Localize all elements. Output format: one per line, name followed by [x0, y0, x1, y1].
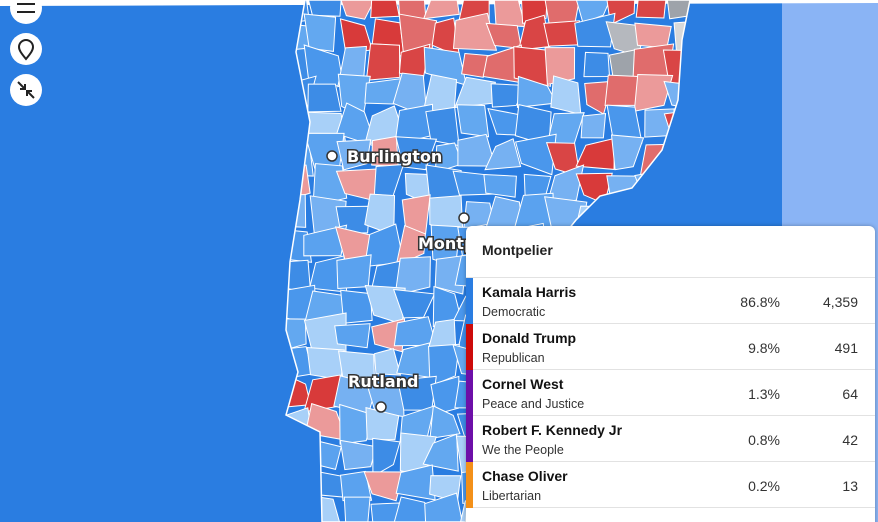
- town[interactable]: [303, 224, 348, 257]
- candidate-name: Robert F. Kennedy Jr: [482, 422, 623, 438]
- town[interactable]: [456, 104, 490, 138]
- town[interactable]: [339, 470, 373, 502]
- vote-count: 4,359: [822, 294, 858, 310]
- party-name: Democratic: [482, 305, 546, 319]
- town[interactable]: [664, 0, 701, 20]
- city-marker: [458, 212, 470, 224]
- town[interactable]: [580, 113, 607, 139]
- filter-icon: [17, 3, 35, 13]
- town[interactable]: [574, 12, 616, 48]
- town[interactable]: [484, 138, 522, 171]
- town[interactable]: [395, 136, 438, 171]
- city-marker: [326, 150, 338, 162]
- party-name: We the People: [482, 443, 564, 457]
- town[interactable]: [395, 224, 426, 267]
- town[interactable]: [610, 134, 645, 171]
- collapse-icon: [17, 81, 35, 99]
- town[interactable]: [604, 74, 639, 106]
- results: Kamala Harris Democratic 86.8% 4,359 Donald …: [466, 278, 875, 508]
- town[interactable]: [372, 437, 401, 478]
- town[interactable]: [274, 318, 307, 353]
- party-color: [466, 370, 473, 416]
- party-name: Libertarian: [482, 489, 542, 503]
- town[interactable]: [365, 43, 401, 81]
- vote-count: 64: [842, 386, 858, 402]
- candidate-row: Robert F. Kennedy Jr We the People 0.8% 42: [466, 416, 875, 462]
- town[interactable]: [424, 492, 466, 522]
- candidate-name: Kamala Harris: [482, 284, 577, 300]
- town[interactable]: [520, 0, 549, 24]
- city-marker: [375, 401, 387, 413]
- party-color: [466, 462, 473, 508]
- town[interactable]: [307, 83, 342, 113]
- town[interactable]: [334, 0, 377, 20]
- candidate-row: Cornel West Peace and Justice 1.3% 64: [466, 370, 875, 416]
- vote-percent: 0.8%: [748, 432, 780, 448]
- town[interactable]: [392, 496, 434, 522]
- vote-percent: 9.8%: [748, 340, 780, 356]
- vote-percent: 1.3%: [748, 386, 780, 402]
- party-color: [466, 416, 473, 462]
- collapse-button[interactable]: [10, 74, 42, 106]
- town[interactable]: [422, 0, 460, 20]
- town[interactable]: [336, 139, 372, 171]
- town[interactable]: [575, 137, 616, 170]
- town[interactable]: [544, 47, 576, 86]
- town[interactable]: [452, 12, 498, 51]
- party-color: [466, 278, 473, 324]
- city-label: Burlington: [347, 147, 442, 166]
- town[interactable]: [306, 0, 343, 17]
- town[interactable]: [513, 46, 551, 87]
- town[interactable]: [635, 0, 668, 19]
- candidate-row: Donald Trump Republican 9.8% 491: [466, 324, 875, 370]
- town[interactable]: [373, 348, 402, 376]
- city-label: Rutland: [348, 372, 418, 391]
- town[interactable]: [303, 13, 337, 52]
- candidate-name: Chase Oliver: [482, 468, 568, 484]
- town[interactable]: [583, 51, 611, 78]
- town[interactable]: [339, 403, 374, 445]
- locate-icon: [17, 39, 35, 61]
- vote-count: 13: [842, 478, 858, 494]
- town[interactable]: [339, 439, 377, 471]
- town[interactable]: [343, 496, 371, 522]
- town[interactable]: [365, 406, 400, 441]
- town[interactable]: [633, 73, 674, 112]
- town[interactable]: [370, 0, 400, 19]
- party-name: Republican: [482, 351, 545, 365]
- vote-percent: 86.8%: [740, 294, 780, 310]
- vote-count: 42: [842, 432, 858, 448]
- tooltip: Montpelier Kamala Harris Democratic 86.8% 4…: [466, 226, 875, 522]
- town[interactable]: [461, 52, 492, 78]
- party-name: Peace and Justice: [482, 397, 585, 411]
- town[interactable]: [428, 343, 460, 387]
- town[interactable]: [514, 133, 557, 176]
- town[interactable]: [340, 289, 373, 324]
- tooltip-title: Montpelier: [466, 226, 875, 278]
- controls: [10, 0, 42, 106]
- town[interactable]: [363, 471, 405, 502]
- town[interactable]: [394, 256, 431, 296]
- town[interactable]: [334, 323, 371, 349]
- candidate-name: Donald Trump: [482, 330, 577, 346]
- candidate-row: Kamala Harris Democratic 86.8% 4,359: [466, 278, 875, 324]
- town[interactable]: [422, 433, 459, 472]
- candidate-row: Chase Oliver Libertarian 0.2% 13: [466, 462, 875, 508]
- town[interactable]: [429, 405, 461, 440]
- town[interactable]: [483, 173, 517, 198]
- vote-count: 491: [834, 340, 858, 356]
- party-color: [466, 324, 473, 370]
- vote-percent: 0.2%: [748, 478, 780, 494]
- town[interactable]: [634, 22, 672, 49]
- town[interactable]: [336, 254, 372, 290]
- town[interactable]: [574, 0, 617, 24]
- locate-button[interactable]: [10, 33, 42, 65]
- candidate-name: Cornel West: [482, 376, 564, 392]
